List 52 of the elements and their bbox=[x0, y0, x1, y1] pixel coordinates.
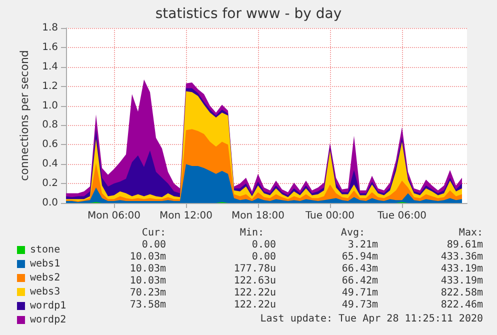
text: 122.22u bbox=[234, 288, 276, 298]
text: 433.19m bbox=[440, 276, 484, 286]
x-tick-label: Tue 00:00 bbox=[304, 210, 355, 222]
legend-label: webs1 bbox=[30, 258, 60, 270]
text: 122.22u bbox=[234, 300, 276, 310]
text: 66.43m bbox=[342, 264, 378, 274]
y-tick-label: 0.0 bbox=[42, 198, 58, 208]
text: 70.23m bbox=[130, 288, 166, 298]
text: 3.21m bbox=[348, 240, 378, 250]
text: Max: bbox=[458, 228, 484, 238]
text: Last update: Tue Apr 28 11:25:11 2020 bbox=[260, 314, 484, 324]
text: Avg: bbox=[340, 228, 366, 238]
y-axis-title: connections per second bbox=[18, 50, 31, 181]
text: Cur: bbox=[142, 228, 166, 238]
text: 49.71m bbox=[342, 288, 378, 298]
text: 433.19m bbox=[440, 264, 484, 274]
x-tick-label: Tue 06:00 bbox=[376, 210, 427, 222]
text: 433.36m bbox=[440, 252, 484, 262]
text: 10.03m bbox=[130, 252, 166, 262]
y-tick-label: 1.0 bbox=[42, 100, 58, 112]
y-tick-label: 1.6 bbox=[42, 42, 58, 53]
text: 0.00 bbox=[142, 240, 166, 250]
text: 10.03m bbox=[130, 276, 166, 286]
text: Min: bbox=[240, 228, 264, 238]
text: 177.78u bbox=[234, 264, 276, 274]
y-tick-label: 0.4 bbox=[42, 158, 58, 170]
text: 66.42m bbox=[342, 276, 378, 286]
y-tick-label: 0.2 bbox=[42, 178, 58, 190]
text: 822.46m bbox=[440, 300, 484, 310]
text: 122.63u bbox=[234, 276, 276, 286]
y-tick-label: 1.2 bbox=[42, 80, 58, 92]
legend-label: wordp1 bbox=[30, 300, 66, 312]
x-tick-label: Mon 06:00 bbox=[87, 210, 141, 222]
legend-label: stone bbox=[30, 244, 60, 256]
text: 10.03m bbox=[130, 264, 166, 274]
text: 89.61m bbox=[446, 240, 483, 250]
y-tick-label: 1.4 bbox=[42, 61, 58, 72]
text: 73.58m bbox=[130, 300, 166, 310]
text: 49.73m bbox=[342, 300, 378, 310]
text: 0.00 bbox=[252, 252, 276, 262]
y-tick-label: 0.8 bbox=[42, 120, 58, 131]
legend-label: wordp2 bbox=[30, 314, 66, 326]
legend-label: webs3 bbox=[30, 286, 60, 298]
chart-title: statistics for www - by day bbox=[155, 6, 342, 22]
text: 822.58m bbox=[440, 288, 484, 298]
text: 65.94m bbox=[342, 252, 378, 262]
text: 0.00 bbox=[252, 240, 276, 250]
y-tick-label: 0.6 bbox=[42, 139, 58, 150]
x-tick-label: Mon 12:00 bbox=[159, 210, 213, 222]
y-tick-label: 1.8 bbox=[42, 22, 58, 34]
legend-label: webs2 bbox=[30, 272, 60, 284]
x-tick-label: Mon 18:00 bbox=[231, 210, 285, 222]
